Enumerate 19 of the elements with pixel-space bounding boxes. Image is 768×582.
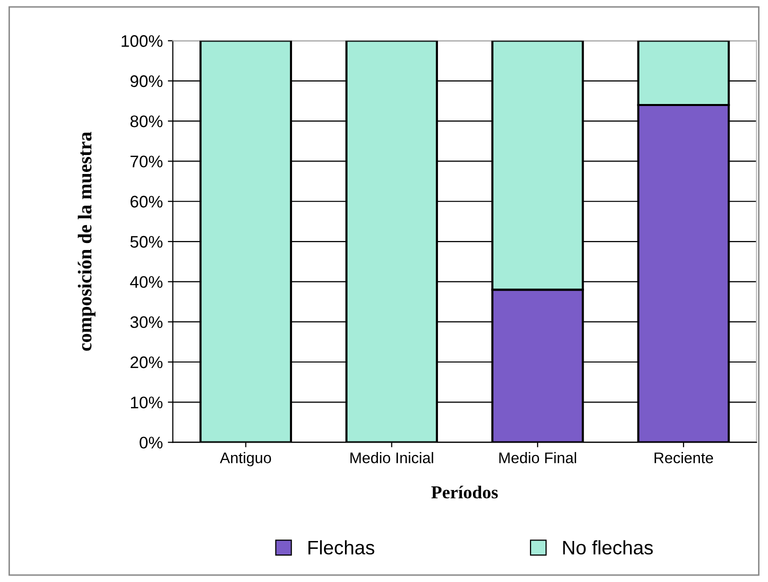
y-tick-label: 50% xyxy=(130,236,162,248)
x-tick-label: Medio Inicial xyxy=(350,452,434,464)
y-axis-title: composición de la muestra xyxy=(78,132,96,351)
y-tick-label: 10% xyxy=(130,396,162,408)
y-tick-label: 100% xyxy=(122,35,162,47)
legend-label: Flechas xyxy=(308,540,374,555)
y-tick-label: 70% xyxy=(130,156,162,168)
x-tick-label: Reciente xyxy=(654,452,713,464)
y-tick-label: 40% xyxy=(130,276,162,288)
y-tick-label: 20% xyxy=(130,356,162,368)
y-tick-label: 80% xyxy=(130,115,162,128)
legend-label: No flechas xyxy=(563,540,653,555)
x-axis-title: Períodos xyxy=(431,486,498,498)
y-tick-label: 0% xyxy=(140,436,162,449)
y-tick-label: 90% xyxy=(130,75,162,88)
x-tick-label: Medio Final xyxy=(499,452,576,464)
y-tick-label: 30% xyxy=(130,316,162,328)
y-tick-label: 60% xyxy=(130,196,162,208)
x-tick-label: Antiguo xyxy=(220,452,272,466)
